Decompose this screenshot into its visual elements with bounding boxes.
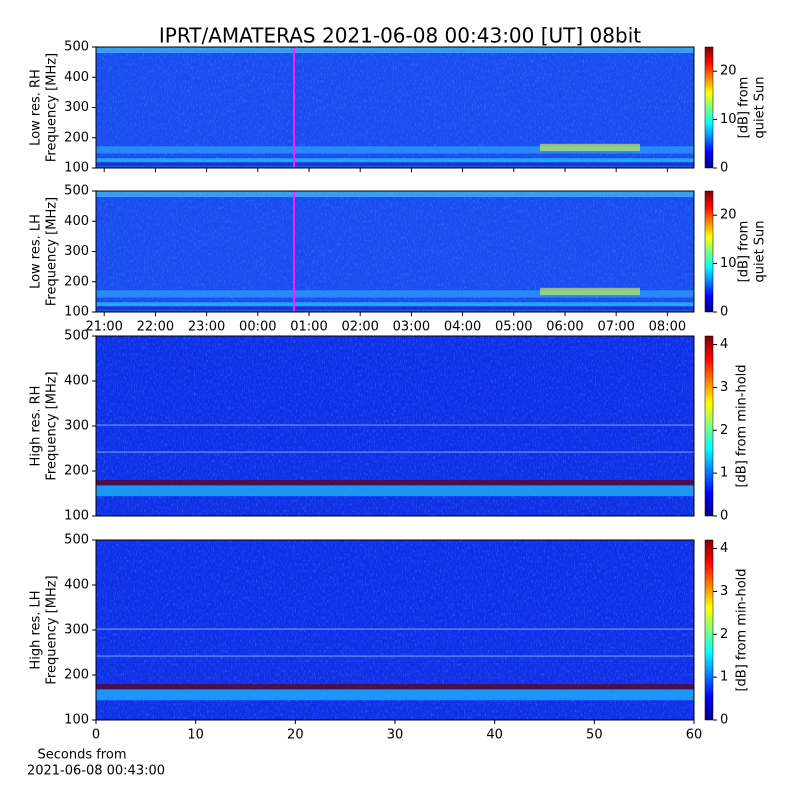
colorbar-label: [dB] from (737, 77, 752, 139)
colorbar-tick-label: 10 (720, 112, 737, 127)
x-tick-label: 04:00 (444, 320, 481, 335)
colorbar (704, 539, 714, 721)
colorbar-tick-label: 2 (720, 423, 728, 438)
colorbar-label: [dB] from min-hold (735, 364, 750, 487)
band (96, 146, 694, 154)
band (96, 480, 694, 486)
colorbar (704, 46, 714, 169)
x-tick-label: 06:00 (546, 320, 583, 335)
colorbar-tick-label: 3 (720, 380, 728, 395)
x-tick-label: 30 (387, 728, 404, 743)
colorbar-label: quiet Sun (753, 76, 768, 138)
y-tick-label: 100 (64, 161, 89, 176)
colorbar-label: [dB] from (737, 221, 752, 283)
y-tick-label: 200 (64, 274, 89, 289)
y-axis-label: Low res. LH (29, 214, 44, 289)
colorbar-tick-label: 0 (720, 713, 728, 728)
colorbar-tick-label: 1 (720, 466, 728, 481)
band (96, 451, 694, 453)
x-tick-label: 60 (686, 728, 703, 743)
x-axis-label: Seconds from (37, 748, 126, 763)
colorbar (704, 190, 714, 313)
y-tick-label: 100 (64, 305, 89, 320)
x-tick-label: 03:00 (393, 320, 430, 335)
colorbar-tick-label: 20 (720, 64, 737, 79)
colorbar-tick-label: 4 (720, 337, 728, 352)
x-axis-label: 2021-06-08 00:43:00 (27, 764, 165, 779)
x-tick-label: 10 (187, 728, 204, 743)
y-tick-label: 200 (64, 130, 89, 145)
y-tick-label: 300 (64, 623, 89, 638)
colorbar-label: [dB] from min-hold (735, 568, 750, 691)
y-tick-label: 500 (64, 533, 89, 548)
y-tick-label: 100 (64, 509, 89, 524)
x-tick-label: 00:00 (239, 320, 276, 335)
y-tick-label: 200 (64, 464, 89, 479)
x-tick-label: 40 (486, 728, 503, 743)
band (96, 655, 694, 657)
band (96, 191, 694, 198)
x-tick-label: 23:00 (188, 320, 225, 335)
y-tick-label: 500 (64, 329, 89, 344)
y-tick-label: 300 (64, 100, 89, 115)
x-tick-label: 50 (586, 728, 603, 743)
y-axis-label: Frequency [MHz] (45, 371, 60, 480)
band (96, 158, 694, 162)
band (96, 689, 694, 701)
x-tick-label: 21:00 (85, 320, 122, 335)
x-tick-label: 0 (92, 728, 100, 743)
colorbar-tick-label: 10 (720, 256, 737, 271)
colorbar-tick-label: 20 (720, 208, 737, 223)
band (96, 424, 694, 426)
x-tick-label: 22:00 (137, 320, 174, 335)
colorbar-tick-label: 1 (720, 670, 728, 685)
y-tick-label: 400 (64, 374, 89, 389)
y-axis-label: Frequency [MHz] (45, 53, 60, 162)
y-axis-label: Frequency [MHz] (45, 197, 60, 306)
colorbar-tick-label: 3 (720, 584, 728, 599)
x-tick-label: 20 (287, 728, 304, 743)
band (96, 307, 694, 310)
band (96, 684, 694, 690)
x-tick-label: 05:00 (495, 320, 532, 335)
y-tick-label: 100 (64, 713, 89, 728)
colorbar-tick-label: 2 (720, 627, 728, 642)
band (540, 287, 640, 296)
y-tick-label: 400 (64, 214, 89, 229)
y-tick-label: 200 (64, 668, 89, 683)
colorbar (704, 335, 714, 517)
band (96, 163, 694, 166)
y-axis-label: High res. RH (29, 386, 44, 467)
y-axis-label: Low res. RH (29, 69, 44, 146)
y-tick-label: 500 (64, 184, 89, 199)
y-tick-label: 400 (64, 70, 89, 85)
y-tick-label: 300 (64, 244, 89, 259)
band (96, 47, 694, 54)
band (96, 628, 694, 630)
chart-title: IPRT/AMATERAS 2021-06-08 00:43:00 [UT] 0… (159, 24, 641, 48)
colorbar-tick-label: 0 (720, 161, 728, 176)
colorbar-label: quiet Sun (753, 220, 768, 282)
colorbar-tick-label: 4 (720, 541, 728, 556)
y-axis-label: High res. LH (29, 590, 44, 669)
x-tick-label: 08:00 (649, 320, 686, 335)
x-tick-label: 01:00 (290, 320, 327, 335)
band (96, 302, 694, 306)
y-tick-label: 300 (64, 419, 89, 434)
colorbar-tick-label: 0 (720, 305, 728, 320)
band (96, 290, 694, 298)
y-tick-label: 400 (64, 578, 89, 593)
y-tick-label: 500 (64, 40, 89, 55)
band (540, 143, 640, 152)
x-tick-label: 02:00 (341, 320, 378, 335)
colorbar-tick-label: 0 (720, 509, 728, 524)
y-axis-label: Frequency [MHz] (45, 575, 60, 684)
x-tick-label: 07:00 (597, 320, 634, 335)
band (96, 485, 694, 497)
